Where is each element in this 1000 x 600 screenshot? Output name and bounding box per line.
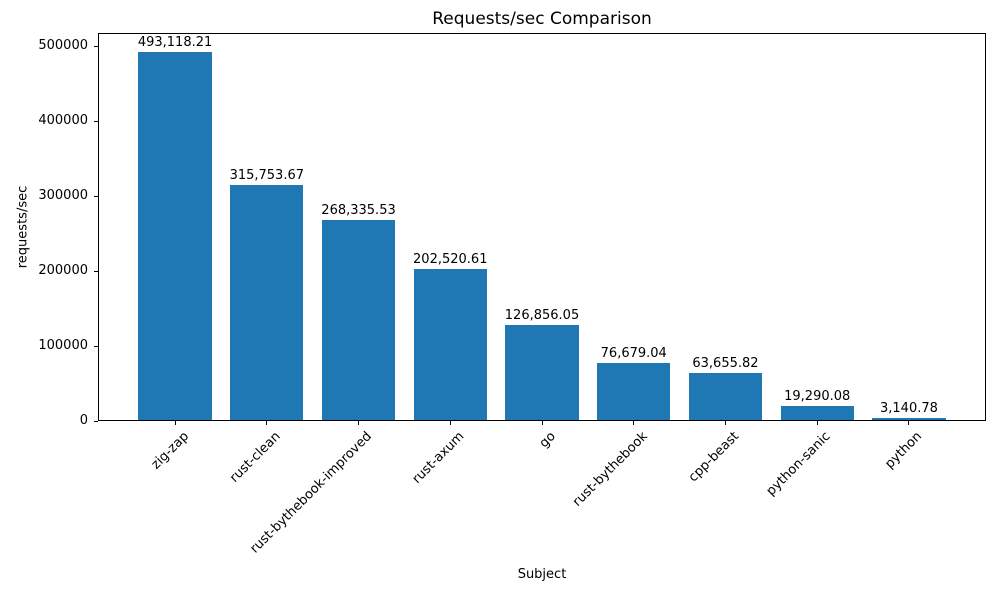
bar-value-label: 202,520.61	[413, 252, 488, 268]
y-tick-label: 100000	[38, 338, 88, 354]
bar-value-label: 63,655.82	[692, 355, 759, 371]
bar-rust-clean	[230, 184, 304, 420]
bar-value-label: 76,679.04	[600, 345, 667, 361]
x-tick-mark	[724, 421, 726, 425]
y-tick-mark	[94, 345, 98, 347]
y-tick-label: 200000	[38, 263, 88, 279]
x-tick-mark	[908, 421, 910, 425]
y-tick-label: 500000	[38, 38, 88, 54]
x-tick-label: cpp-beast	[685, 429, 743, 486]
chart-title: Requests/sec Comparison	[432, 9, 652, 29]
x-tick-mark	[541, 421, 543, 425]
bar-zig-zap	[138, 52, 212, 420]
bar-value-label: 126,856.05	[504, 308, 580, 324]
y-tick-mark	[94, 120, 98, 122]
bar-rust-bythebook	[597, 362, 671, 420]
bar-cpp-beast	[688, 372, 763, 420]
x-tick-mark	[633, 421, 635, 425]
bar-value-label: 268,335.53	[321, 202, 396, 218]
x-tick-label: rust-clean	[226, 429, 284, 486]
bar-value-label: 19,290.08	[784, 388, 851, 404]
bar-python	[872, 417, 946, 420]
x-tick-label: rust-axum	[409, 429, 467, 487]
bar-go	[505, 325, 579, 420]
x-tick-label: python-sanic	[763, 429, 834, 499]
x-tick-label: python	[882, 429, 926, 472]
x-axis-label: Subject	[517, 567, 567, 582]
bar-rust-axum	[413, 269, 487, 420]
bar-rust-bythebook-improved	[321, 219, 396, 420]
x-tick-mark	[449, 421, 451, 425]
y-tick-label: 300000	[38, 188, 88, 204]
bar-python-sanic	[780, 405, 854, 420]
y-tick-mark	[94, 45, 98, 47]
x-tick-label: rust-bythebook	[569, 429, 651, 510]
bar-value-label: 3,140.78	[879, 400, 938, 416]
x-tick-label: zig-zap	[148, 429, 192, 473]
bar-value-label: 493,118.21	[137, 35, 213, 51]
plot-area: 493,118.21 315,753.67 268,335.53 202,520.61…	[98, 33, 986, 421]
x-tick-mark	[816, 421, 818, 425]
y-tick-label: 0	[79, 413, 88, 428]
x-tick-mark	[266, 421, 268, 425]
x-tick-mark	[358, 421, 360, 425]
x-tick-label: go	[536, 429, 559, 452]
y-tick-mark	[94, 195, 98, 197]
x-tick-mark	[174, 421, 176, 425]
y-tick-mark	[94, 420, 98, 422]
y-tick-label: 400000	[38, 113, 88, 129]
y-tick-mark	[94, 270, 98, 272]
bar-value-label: 315,753.67	[229, 167, 304, 183]
